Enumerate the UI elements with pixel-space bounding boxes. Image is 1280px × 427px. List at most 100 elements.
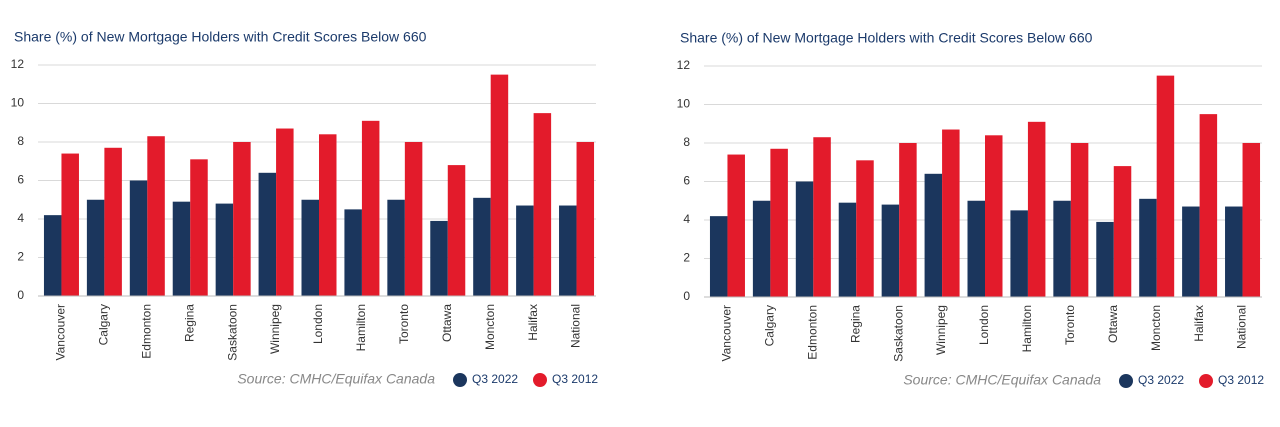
legend-marker (1199, 374, 1213, 388)
bar (387, 199, 405, 296)
chart-title: Share (%) of New Mortgage Holders with C… (680, 30, 1093, 46)
bar (813, 137, 831, 297)
bar (727, 154, 745, 297)
bar (1225, 206, 1243, 297)
bar (881, 204, 900, 297)
bar (361, 120, 380, 296)
source-note: Source: CMHC/Equifax Canada (237, 371, 435, 387)
x-tick-label: National (1235, 305, 1249, 349)
bar (1182, 206, 1200, 297)
x-tick-label: National (569, 304, 583, 348)
x-tick-label: Toronto (1063, 305, 1077, 345)
bar (473, 197, 491, 296)
x-tick-label: Ottawa (440, 304, 454, 342)
x-tick-label: London (977, 305, 991, 345)
legend-label: Q3 2012 (1218, 373, 1264, 387)
bar (1199, 114, 1218, 297)
bar (1113, 166, 1132, 297)
legend-label: Q3 2022 (472, 372, 518, 386)
bar (43, 215, 62, 296)
bar (899, 143, 917, 297)
legend-label: Q3 2022 (1138, 373, 1184, 387)
legend-marker (453, 373, 467, 387)
bar (795, 181, 814, 297)
x-tick-label: London (311, 304, 325, 344)
x-tick-label: Moncton (483, 304, 497, 350)
x-tick-label: Saskatoon (225, 304, 239, 361)
bar (1242, 143, 1261, 297)
bar (190, 159, 208, 296)
bar (86, 199, 105, 296)
bar (1096, 221, 1114, 297)
y-tick-label: 12 (677, 58, 691, 72)
y-tick-label: 8 (683, 135, 690, 149)
bar (258, 172, 277, 296)
bar (856, 160, 874, 297)
bar (1010, 210, 1028, 297)
bar (967, 200, 985, 297)
x-tick-label: Winnipeg (934, 305, 948, 355)
bar (752, 200, 771, 297)
x-tick-label: Winnipeg (268, 304, 282, 354)
bar (985, 135, 1003, 297)
bar (709, 216, 728, 297)
bar (319, 134, 337, 296)
x-tick-label: Moncton (1149, 305, 1163, 351)
bar (129, 180, 148, 296)
x-tick-label: Halifax (1192, 305, 1206, 342)
x-tick-label: Saskatoon (891, 305, 905, 362)
bar (838, 202, 857, 297)
y-tick-label: 4 (17, 211, 24, 225)
y-tick-label: 2 (683, 251, 690, 265)
bar (61, 153, 79, 296)
bar (533, 113, 552, 296)
bar (576, 142, 595, 296)
bar (104, 147, 122, 296)
x-tick-label: Regina (182, 304, 196, 342)
chart-title: Share (%) of New Mortgage Holders with C… (14, 29, 427, 45)
bar (942, 129, 960, 297)
x-tick-label: Vancouver (54, 304, 68, 360)
x-tick-label: Edmonton (805, 305, 819, 360)
bar (276, 128, 294, 296)
y-tick-label: 2 (17, 250, 24, 264)
x-tick-label: Halifax (526, 304, 540, 341)
legend-marker (533, 373, 547, 387)
bar (924, 173, 943, 297)
x-tick-label: Regina (848, 305, 862, 343)
bar (430, 220, 448, 296)
bar (172, 201, 191, 296)
y-tick-label: 10 (677, 97, 691, 111)
legend-label: Q3 2012 (552, 372, 598, 386)
x-tick-label: Vancouver (720, 305, 734, 361)
bar (1027, 121, 1046, 297)
legend-marker (1119, 374, 1133, 388)
x-tick-label: Edmonton (139, 304, 153, 359)
chart: Share (%) of New Mortgage Holders with C… (11, 29, 598, 387)
y-tick-label: 12 (11, 57, 25, 71)
x-tick-label: Hamilton (354, 304, 368, 351)
x-tick-label: Toronto (397, 304, 411, 344)
bar (301, 199, 319, 296)
y-tick-label: 0 (17, 288, 24, 302)
y-tick-label: 6 (683, 174, 690, 188)
bar (404, 142, 423, 296)
x-tick-label: Ottawa (1106, 305, 1120, 343)
bar (1070, 143, 1089, 297)
bar (147, 136, 165, 296)
y-tick-label: 10 (11, 96, 25, 110)
y-tick-label: 4 (683, 212, 690, 226)
bar (770, 148, 788, 297)
y-tick-label: 8 (17, 134, 24, 148)
x-tick-label: Calgary (763, 305, 777, 346)
y-tick-label: 0 (683, 289, 690, 303)
x-tick-label: Calgary (97, 304, 111, 345)
bar (516, 205, 534, 296)
bar (1053, 200, 1071, 297)
bar (344, 209, 362, 296)
source-note: Source: CMHC/Equifax Canada (903, 372, 1101, 388)
bar (215, 203, 234, 296)
chart: Share (%) of New Mortgage Holders with C… (677, 30, 1264, 388)
bar (447, 165, 466, 296)
